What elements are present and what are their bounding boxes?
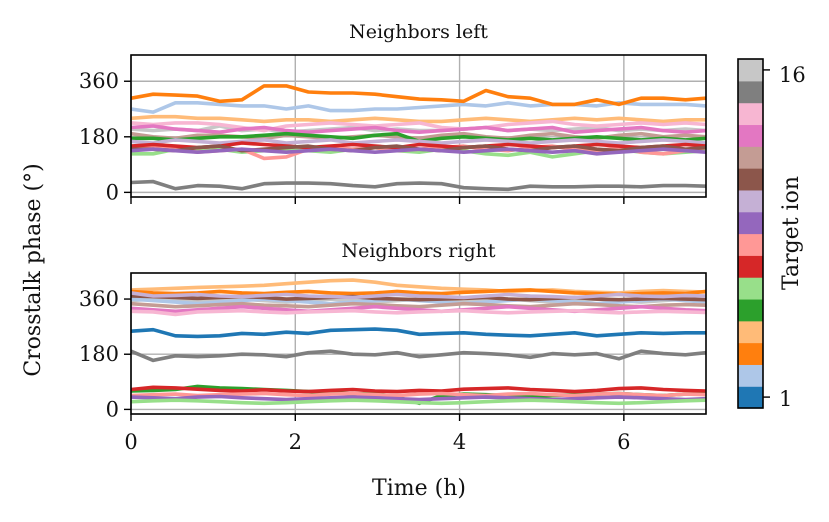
panels: 0 180 360 Neighbors left 0 180 360 0 2 4 6 Neighbor… (79, 21, 707, 454)
series-line-ion-15 (131, 179, 706, 192)
colorbar-segment-ion-2 (738, 364, 763, 387)
series-line-ion-13 (131, 124, 706, 134)
y-tick-label: 0 (106, 397, 119, 421)
series-line-ion-15 (131, 349, 706, 363)
colorbar-segment-ion-4 (738, 320, 763, 344)
y-tick-label: 0 (106, 180, 119, 204)
x-tick-label: 0 (124, 430, 137, 454)
series-line-ion-4 (131, 114, 706, 124)
colorbar-segment-ion-13 (738, 124, 763, 147)
series-line-ion-8 (131, 391, 706, 398)
series-line-ion-1 (131, 327, 706, 339)
series-group (131, 278, 706, 406)
series-line-ion-12 (131, 301, 706, 309)
colorbar-segment-ion-1 (738, 386, 763, 409)
x-tick-label: 4 (453, 430, 466, 454)
series-line-ion-9 (131, 147, 706, 156)
series-line-ion-13 (131, 304, 706, 314)
colorbar-label: Target ion (779, 176, 804, 290)
y-axis-label: Crosstalk phase (°) (21, 163, 46, 376)
colorbar (737, 58, 770, 409)
series-line-ion-10 (131, 291, 706, 300)
panel-frame (130, 54, 707, 198)
y-tick-label: 360 (79, 69, 119, 93)
colorbar-segment-ion-16 (738, 59, 763, 82)
y-tick-label: 180 (79, 125, 119, 149)
series-line-ion-14 (131, 119, 706, 133)
series-line-ion-7 (131, 385, 706, 394)
panel-neighbors-right: 0 180 360 0 2 4 6 Neighbors right (79, 240, 707, 454)
panel-title: Neighbors right (341, 240, 495, 262)
colorbar-segment-ion-14 (738, 102, 763, 126)
series-line-ion-14 (131, 308, 706, 317)
colorbar-tick-top: 16 (779, 63, 806, 87)
colorbar-segment-ion-15 (738, 80, 763, 104)
colorbar-segment-ion-10 (738, 189, 763, 213)
colorbar-tick-bottom: 1 (779, 387, 792, 411)
panel-frame (130, 272, 707, 415)
colorbar-segment-ion-12 (738, 146, 763, 169)
series-group (131, 84, 706, 192)
series-line-ion-7 (131, 141, 706, 150)
y-tick-label: 360 (79, 287, 119, 311)
x-tick-label: 2 (289, 430, 302, 454)
colorbar-segment-ion-5 (738, 298, 763, 322)
colorbar-segment-ion-3 (738, 342, 763, 365)
colorbar-segment-ion-6 (738, 277, 763, 300)
series-line-ion-3 (131, 84, 706, 107)
colorbar-segment-ion-9 (738, 211, 763, 235)
series-line-ion-10 (131, 138, 706, 145)
colorbar-segment-ion-8 (738, 233, 763, 256)
colorbar-frame (737, 58, 764, 409)
x-tick-label: 6 (617, 430, 630, 454)
colorbar-segment-ion-11 (738, 168, 763, 191)
x-axis-label: Time (h) (372, 476, 466, 501)
series-line-ion-9 (131, 394, 706, 402)
series-line-ion-6 (131, 398, 706, 406)
y-tick-label: 180 (79, 342, 119, 366)
panel-neighbors-left: 0 180 360 Neighbors left (79, 21, 707, 204)
panel-title: Neighbors left (349, 21, 488, 43)
colorbar-segment-ion-7 (738, 255, 763, 278)
